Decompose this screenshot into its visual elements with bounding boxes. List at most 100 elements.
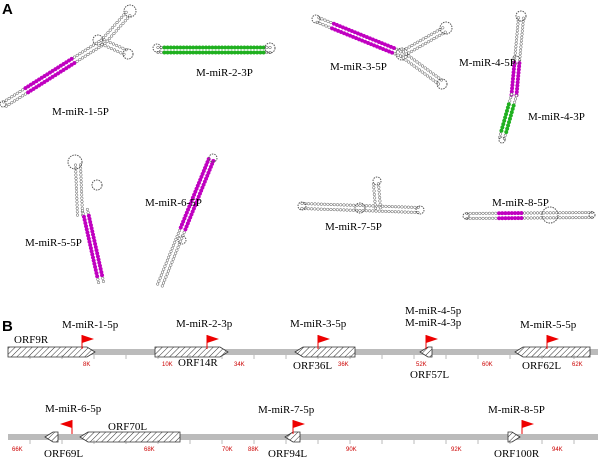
nucleotide (397, 210, 401, 214)
loop (208, 153, 218, 163)
nucleotide (180, 236, 184, 240)
nucleotide (521, 23, 525, 27)
nucleotide (518, 51, 522, 56)
nucleotide (72, 61, 77, 66)
position-label: 36K (338, 362, 349, 368)
nucleotide (339, 203, 343, 207)
nucleotide (399, 50, 403, 54)
nucleotide (332, 203, 336, 207)
nucleotide (401, 50, 406, 54)
nucleotide (75, 193, 79, 197)
nucleotide (548, 211, 552, 215)
nucleotide (161, 281, 166, 285)
nucleotide (113, 23, 117, 27)
nucleotide (323, 18, 327, 22)
nucleotide (316, 207, 320, 211)
nucleotide (507, 116, 512, 121)
position-label: 94K (552, 447, 563, 453)
nucleotide (158, 276, 162, 280)
nucleotide (313, 207, 317, 211)
nucleotide (427, 34, 431, 38)
nucleotide (481, 211, 485, 215)
nucleotide (514, 41, 518, 45)
nucleotide (348, 208, 352, 212)
nucleotide (373, 203, 377, 207)
nucleotide (413, 42, 417, 46)
nucleotide (532, 211, 536, 215)
loop (511, 55, 521, 65)
mirna-label: M-miR-4-5p (405, 305, 462, 317)
nucleotide (75, 200, 79, 204)
mirna-flag (60, 420, 72, 428)
nucleotide (471, 211, 475, 215)
loop (177, 235, 187, 245)
nucleotide (568, 216, 572, 220)
nucleotide (156, 282, 160, 286)
nucleotide (358, 203, 362, 208)
mirna-flag (426, 335, 438, 343)
nucleotide (400, 205, 404, 209)
nucleotide (75, 59, 79, 63)
nucleotide (520, 29, 524, 33)
nucleotide (487, 216, 492, 220)
nucleotide (526, 216, 530, 220)
nucleotide (521, 16, 526, 20)
nucleotide (79, 176, 83, 180)
nucleotide (384, 209, 388, 213)
nucleotide (119, 51, 123, 55)
nucleotide (171, 243, 176, 247)
nucleotide (398, 54, 403, 58)
nucleotide (342, 203, 346, 207)
nucleotide (377, 185, 381, 189)
nucleotide (23, 92, 27, 96)
nucleotide (378, 195, 382, 200)
nucleotide (584, 216, 588, 220)
nucleotide (502, 118, 507, 123)
nucleotide (176, 231, 180, 236)
nucleotide (74, 170, 78, 174)
nucleotide (105, 39, 109, 43)
position-label: 60K (482, 362, 493, 368)
nucleotide (431, 78, 435, 82)
nucleotide (99, 38, 103, 42)
orf-arrow (419, 346, 433, 358)
nucleotide (178, 239, 183, 243)
nucleotide (577, 211, 581, 215)
nucleotide (400, 210, 404, 214)
nucleotide (175, 234, 179, 238)
nucleotide (104, 33, 108, 37)
nucleotide (91, 49, 95, 53)
nucleotide (164, 275, 168, 279)
nucleotide (159, 273, 163, 277)
nucleotide (168, 266, 172, 270)
nucleotide (345, 208, 349, 212)
nucleotide (519, 42, 523, 46)
loop (92, 34, 104, 46)
nucleotide (320, 17, 324, 21)
nucleotide (506, 123, 511, 128)
nucleotide (120, 15, 124, 19)
loop (462, 212, 470, 220)
nucleotide (160, 270, 165, 274)
nucleotide (160, 284, 164, 288)
nucleotide (515, 29, 519, 33)
nucleotide (7, 96, 11, 100)
nucleotide (407, 60, 411, 64)
position-label: 90K (346, 447, 357, 453)
nucleotide (86, 46, 90, 51)
orf-label: ORF70L (108, 421, 147, 433)
orf-arrow (294, 346, 356, 358)
nucleotide (75, 196, 79, 200)
nucleotide (505, 105, 510, 110)
nucleotide (348, 203, 352, 207)
nucleotide (484, 211, 488, 215)
orf-label: ORF100R (494, 448, 540, 458)
orf-label: ORF94L (268, 448, 307, 458)
nucleotide (510, 106, 515, 111)
mirna-flag (547, 335, 559, 343)
nucleotide (171, 257, 175, 261)
nucleotide (85, 207, 89, 212)
nucleotide (335, 203, 340, 207)
nucleotide (417, 68, 422, 72)
nucleotide (418, 62, 422, 66)
